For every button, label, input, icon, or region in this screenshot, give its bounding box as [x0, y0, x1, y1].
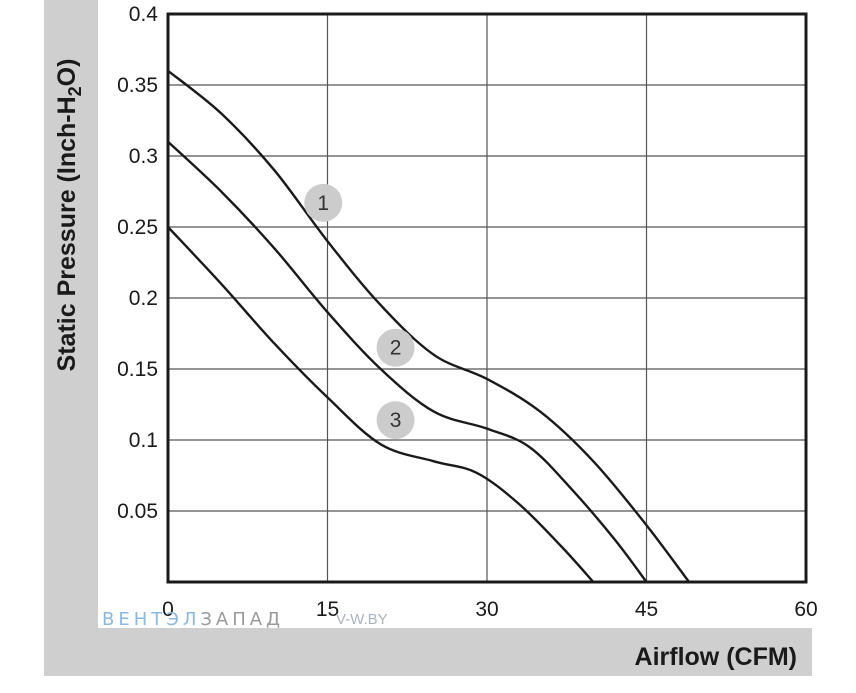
series-line-3 [167, 226, 595, 583]
series-badge-label-3: 3 [390, 409, 402, 432]
series-badge-label-1: 1 [317, 192, 329, 215]
x-tick-label: 60 [794, 598, 817, 621]
watermark: ВЕНТЭЛЗАПАД V-W.BY [102, 609, 388, 630]
watermark-part1: ВЕНТЭЛ [102, 609, 200, 630]
y-tick-label: 0.1 [129, 429, 158, 452]
y-tick-label: 0.15 [117, 358, 158, 381]
x-tick-label: 15 [316, 598, 339, 621]
series-line-1 [167, 69, 690, 583]
plot-frame [166, 12, 808, 584]
series-line-2 [167, 140, 648, 583]
y-tick-label: 0.3 [129, 145, 158, 168]
svg-text:ВЕНТЭЛЗАПАД: ВЕНТЭЛЗАПАД [102, 609, 284, 630]
y-tick-label: 0.35 [117, 74, 158, 97]
x-tick-labels: 0 15 30 45 60 [162, 598, 818, 621]
series-badge-2 [376, 328, 415, 367]
series-badge-label-2: 2 [390, 337, 402, 360]
series-badge-1 [304, 183, 343, 222]
x-tick-label: 45 [635, 598, 658, 621]
y-tick-label: 0.05 [117, 500, 158, 523]
x-axis-title: Airflow (CFM) [635, 643, 797, 671]
x-axis-band [44, 628, 812, 676]
watermark-part2: ЗАПАД [200, 609, 284, 630]
y-tick-labels: 0.05 0.1 0.15 0.2 0.25 0.3 0.35 0.4 [117, 3, 158, 523]
series-lines [167, 69, 690, 583]
y-tick-label: 0.2 [129, 287, 158, 310]
y-tick-label: 0.25 [117, 216, 158, 239]
y-axis-title: Static Pressure (Inch-H2O) [53, 59, 85, 372]
x-tick-label: 30 [475, 598, 498, 621]
x-tick-label: 0 [162, 598, 174, 621]
y-tick-label: 0.4 [129, 3, 159, 26]
watermark-url: V-W.BY [336, 611, 388, 628]
series-badges: 1 2 3 [304, 183, 415, 440]
series-badge-3 [376, 401, 415, 440]
y-axis-band [44, 0, 98, 636]
